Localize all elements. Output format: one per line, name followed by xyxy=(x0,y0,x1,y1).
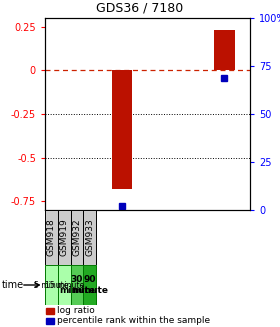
Text: GDS36 / 7180: GDS36 / 7180 xyxy=(96,2,184,15)
Bar xyxy=(45,210,58,265)
Bar xyxy=(83,210,96,265)
Bar xyxy=(71,265,83,305)
Bar xyxy=(214,30,235,70)
Bar xyxy=(71,210,83,265)
Bar xyxy=(83,265,96,305)
Text: 90
minute: 90 minute xyxy=(72,275,108,295)
Bar xyxy=(46,308,54,314)
Text: GSM918: GSM918 xyxy=(47,219,56,256)
Bar xyxy=(46,318,54,323)
Bar xyxy=(45,265,58,305)
Text: GSM919: GSM919 xyxy=(60,219,69,256)
Bar xyxy=(58,265,71,305)
Text: percentile rank within the sample: percentile rank within the sample xyxy=(57,316,210,325)
Text: 30
minute: 30 minute xyxy=(59,275,95,295)
Text: GSM933: GSM933 xyxy=(85,219,94,256)
Text: 5 minute: 5 minute xyxy=(34,281,69,289)
Text: log ratio: log ratio xyxy=(57,306,95,315)
Text: GSM932: GSM932 xyxy=(73,219,81,256)
Bar xyxy=(112,70,132,189)
Text: time: time xyxy=(1,280,24,290)
Text: 15 minute: 15 minute xyxy=(45,281,84,289)
Bar xyxy=(58,210,71,265)
